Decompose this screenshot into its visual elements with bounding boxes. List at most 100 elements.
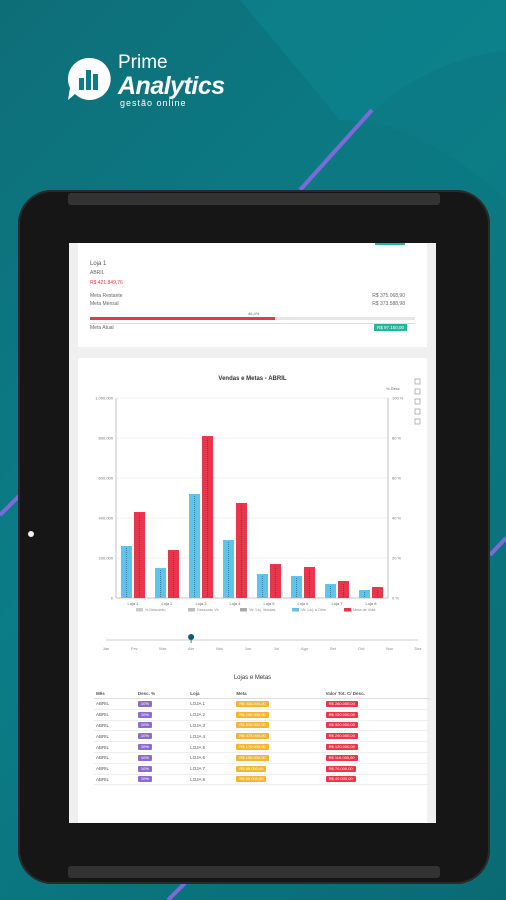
legend-swatch[interactable] xyxy=(136,608,143,612)
table-cell: 10% xyxy=(135,709,189,721)
y2-tick-label: 20 % xyxy=(392,556,402,561)
store-name: Loja 1 xyxy=(90,261,107,267)
table-cell: LOJA 5 xyxy=(188,741,235,753)
timeline-label[interactable]: Set xyxy=(330,646,337,651)
timeline-label[interactable]: Ago xyxy=(301,646,309,651)
timeline-slider[interactable]: Jan Fev Mar Abr Mai Jun Jul Ago Set Out Nov Dez xyxy=(78,628,427,658)
value-pill: R$ 70.000,00 xyxy=(325,765,356,772)
timeline-label[interactable]: Nov xyxy=(386,646,393,651)
progress-track xyxy=(90,317,415,320)
value-pill: 10% xyxy=(137,765,152,772)
table-header-cell[interactable]: Meta xyxy=(234,688,324,699)
y-tick-label: 800.000 xyxy=(99,436,114,441)
meta-mensal-value: R$ 373.588,98 xyxy=(372,301,405,307)
save-image-icon[interactable] xyxy=(414,418,421,425)
store-month: ABRIL xyxy=(90,270,105,276)
timeline-label[interactable]: Mar xyxy=(159,646,167,651)
table-row[interactable]: ABRIL 10% LOJA 2 R$ 240.000,00 R$ 150.000,00 xyxy=(94,709,430,721)
value-pill: 10% xyxy=(137,744,152,751)
bar-meta[interactable] xyxy=(338,581,349,598)
legend-swatch[interactable] xyxy=(292,608,299,612)
zoom-icon[interactable] xyxy=(414,378,421,385)
x-tick-label: Loja 1 xyxy=(128,601,140,606)
y2-tick-label: 60 % xyxy=(392,476,402,481)
table-cell: R$ 290.000,00 xyxy=(323,730,430,743)
camera-dot xyxy=(28,531,34,537)
value-pill: R$ 155.000,00 xyxy=(236,754,269,761)
table-cell: 10% xyxy=(135,698,189,710)
table-cell: ABRIL xyxy=(94,774,136,786)
table-header-cell[interactable]: Loja xyxy=(188,688,235,699)
table-header-cell[interactable]: Valor Tot. C/ Desc. xyxy=(323,688,430,699)
timeline-label[interactable]: Jan xyxy=(103,646,109,651)
timeline-label[interactable]: Abr xyxy=(188,646,195,651)
x-tick-label: Loja 8 xyxy=(366,601,378,606)
store-summary-card[interactable]: Loja 1 ABRIL R$ 421.849,76 Meta Restante… xyxy=(78,243,427,347)
table-row[interactable]: ABRIL 10% LOJA 3 R$ 810.000,00 R$ 520.000,00 xyxy=(94,720,430,732)
x-tick-label: Loja 3 xyxy=(196,601,208,606)
tablet-top-edge xyxy=(68,193,440,205)
legend-swatch[interactable] xyxy=(188,608,195,612)
value-pill: R$ 260.000,00 xyxy=(325,700,358,707)
value-pill: R$ 430.000,00 xyxy=(236,700,269,707)
tablet-bottom-edge xyxy=(68,866,440,878)
brand-line2: Analytics xyxy=(118,72,225,100)
table-cell: R$ 85.000,00 xyxy=(234,763,324,775)
table-row[interactable]: ABRIL 10% LOJA 1 R$ 430.000,00 R$ 260.000,00 xyxy=(94,698,430,710)
app-screen: Loja 1 ABRIL R$ 421.849,76 Meta Restante… xyxy=(69,243,436,823)
chart-title: Vendas e Metas - ABRIL xyxy=(218,376,287,382)
table-cell: R$ 150.000,00 xyxy=(323,709,430,721)
table-cell: R$ 110.000,00 xyxy=(323,752,430,764)
timeline-label[interactable]: Jun xyxy=(245,646,251,651)
table-row[interactable]: ABRIL 10% LOJA 7 R$ 85.000,00 R$ 70.000,00 xyxy=(94,763,430,775)
table-row[interactable]: ABRIL 10% LOJA 5 R$ 170.000,00 R$ 120.000,00 xyxy=(94,741,430,753)
table-cell: R$ 240.000,00 xyxy=(234,709,324,721)
table-cell: 10% xyxy=(135,720,189,732)
timeline-label[interactable]: Fev xyxy=(131,646,138,651)
timeline-label[interactable]: Mai xyxy=(216,646,223,651)
store-value: R$ 421.849,76 xyxy=(90,280,123,286)
legend-label[interactable]: % Desconto xyxy=(145,608,165,612)
table-cell: R$ 810.000,00 xyxy=(234,720,324,732)
legend-swatch[interactable] xyxy=(344,608,351,612)
value-pill: R$ 290.000,00 xyxy=(325,733,358,740)
legend-label[interactable]: Meta de Vida xyxy=(353,608,376,612)
table-header-row: Mês Desc. % Loja Meta Valor Tot. C/ Desc. xyxy=(94,688,430,699)
restore-icon[interactable] xyxy=(414,388,421,395)
value-pill: 10% xyxy=(137,733,152,740)
data-view-icon[interactable] xyxy=(414,398,421,405)
table-header-cell[interactable]: Mês xyxy=(94,688,136,699)
timeline-label[interactable]: Out xyxy=(358,646,365,651)
value-pill: R$ 810.000,00 xyxy=(236,722,269,729)
table-cell: LOJA 3 xyxy=(188,720,235,732)
x-tick-label: Loja 7 xyxy=(332,601,344,606)
y2-tick-label: 0 % xyxy=(392,596,399,601)
legend-label[interactable]: Desconto Vlr. xyxy=(197,608,220,612)
value-pill: R$ 475.000,00 xyxy=(236,733,269,740)
timeline-handle[interactable] xyxy=(188,634,195,640)
timeline-label[interactable]: Dez xyxy=(414,646,421,651)
table-cell: LOJA 1 xyxy=(188,698,235,710)
legend-swatch[interactable] xyxy=(240,608,247,612)
table-row[interactable]: ABRIL 10% LOJA 8 R$ 55.000,00 R$ 40.000,00 xyxy=(94,774,430,786)
legend-label[interactable]: Vlr. Liq. Vendas xyxy=(249,608,275,612)
chart-type-icon[interactable] xyxy=(414,408,421,415)
table-cell: ABRIL xyxy=(94,709,136,721)
table-cell: R$ 40.000,00 xyxy=(323,774,430,786)
table-cell: 10% xyxy=(135,774,189,786)
y-tick-label: 600.000 xyxy=(99,476,114,481)
table-header-cell[interactable]: Desc. % xyxy=(135,688,189,699)
legend-label[interactable]: Vlr. Liq. a Otim. xyxy=(301,608,327,612)
chart-card: Vendas e Metas - ABRIL % Desc 0 200.000 40… xyxy=(78,358,430,823)
meta-mensal-label: Meta Mensal xyxy=(90,301,119,307)
table-row[interactable]: ABRIL 10% LOJA 6 R$ 155.000,00 R$ 110.000,00 xyxy=(94,752,430,764)
value-pill: R$ 240.000,00 xyxy=(236,711,269,718)
y2-tick-label: 100 % xyxy=(392,396,404,401)
timeline-label[interactable]: Jul xyxy=(274,646,279,651)
table-row[interactable]: ABRIL 10% LOJA 4 R$ 475.000,00 R$ 290.000,00 xyxy=(94,730,430,743)
chart-right-axis-title: % Desc xyxy=(386,386,400,391)
value-pill: R$ 55.000,00 xyxy=(236,776,267,783)
table-cell: ABRIL xyxy=(94,752,136,764)
table-cell: ABRIL xyxy=(94,698,136,710)
y-tick-label: 200.000 xyxy=(99,556,114,561)
